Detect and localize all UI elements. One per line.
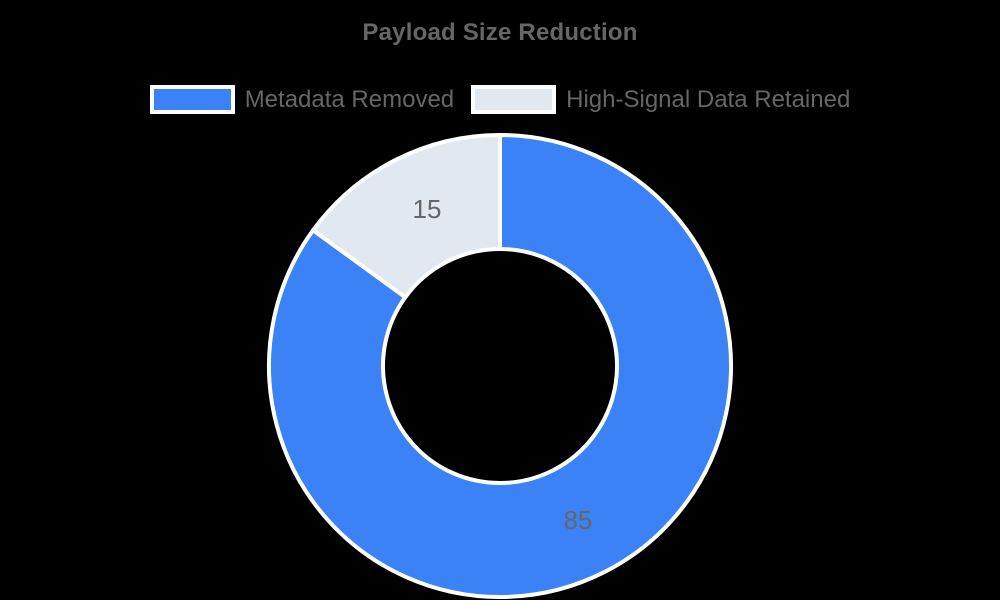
legend-swatch-rect xyxy=(149,85,235,114)
legend-swatch-icon xyxy=(149,85,235,114)
chart-title: Payload Size Reduction xyxy=(362,19,638,46)
donut-slice-high-signal-data-retained[interactable] xyxy=(310,132,502,301)
donut-slice-metadata-removed[interactable] xyxy=(267,132,733,599)
legend-item-metadata-removed[interactable]: Metadata Removed xyxy=(149,85,455,114)
legend-label-high-signal-data-retained: High-Signal Data Retained xyxy=(566,85,851,113)
slice-value-label-metadata-removed: 85 xyxy=(564,505,593,535)
chart-legend: Metadata Removed High-Signal Data Retain… xyxy=(0,85,1000,114)
slice-value-label-high-signal-data-retained: 15 xyxy=(413,194,442,224)
legend-swatch-rect xyxy=(471,85,557,114)
legend-label-metadata-removed: Metadata Removed xyxy=(244,85,455,113)
legend-item-high-signal-data-retained[interactable]: High-Signal Data Retained xyxy=(471,85,850,114)
legend-swatch-icon xyxy=(471,85,557,114)
